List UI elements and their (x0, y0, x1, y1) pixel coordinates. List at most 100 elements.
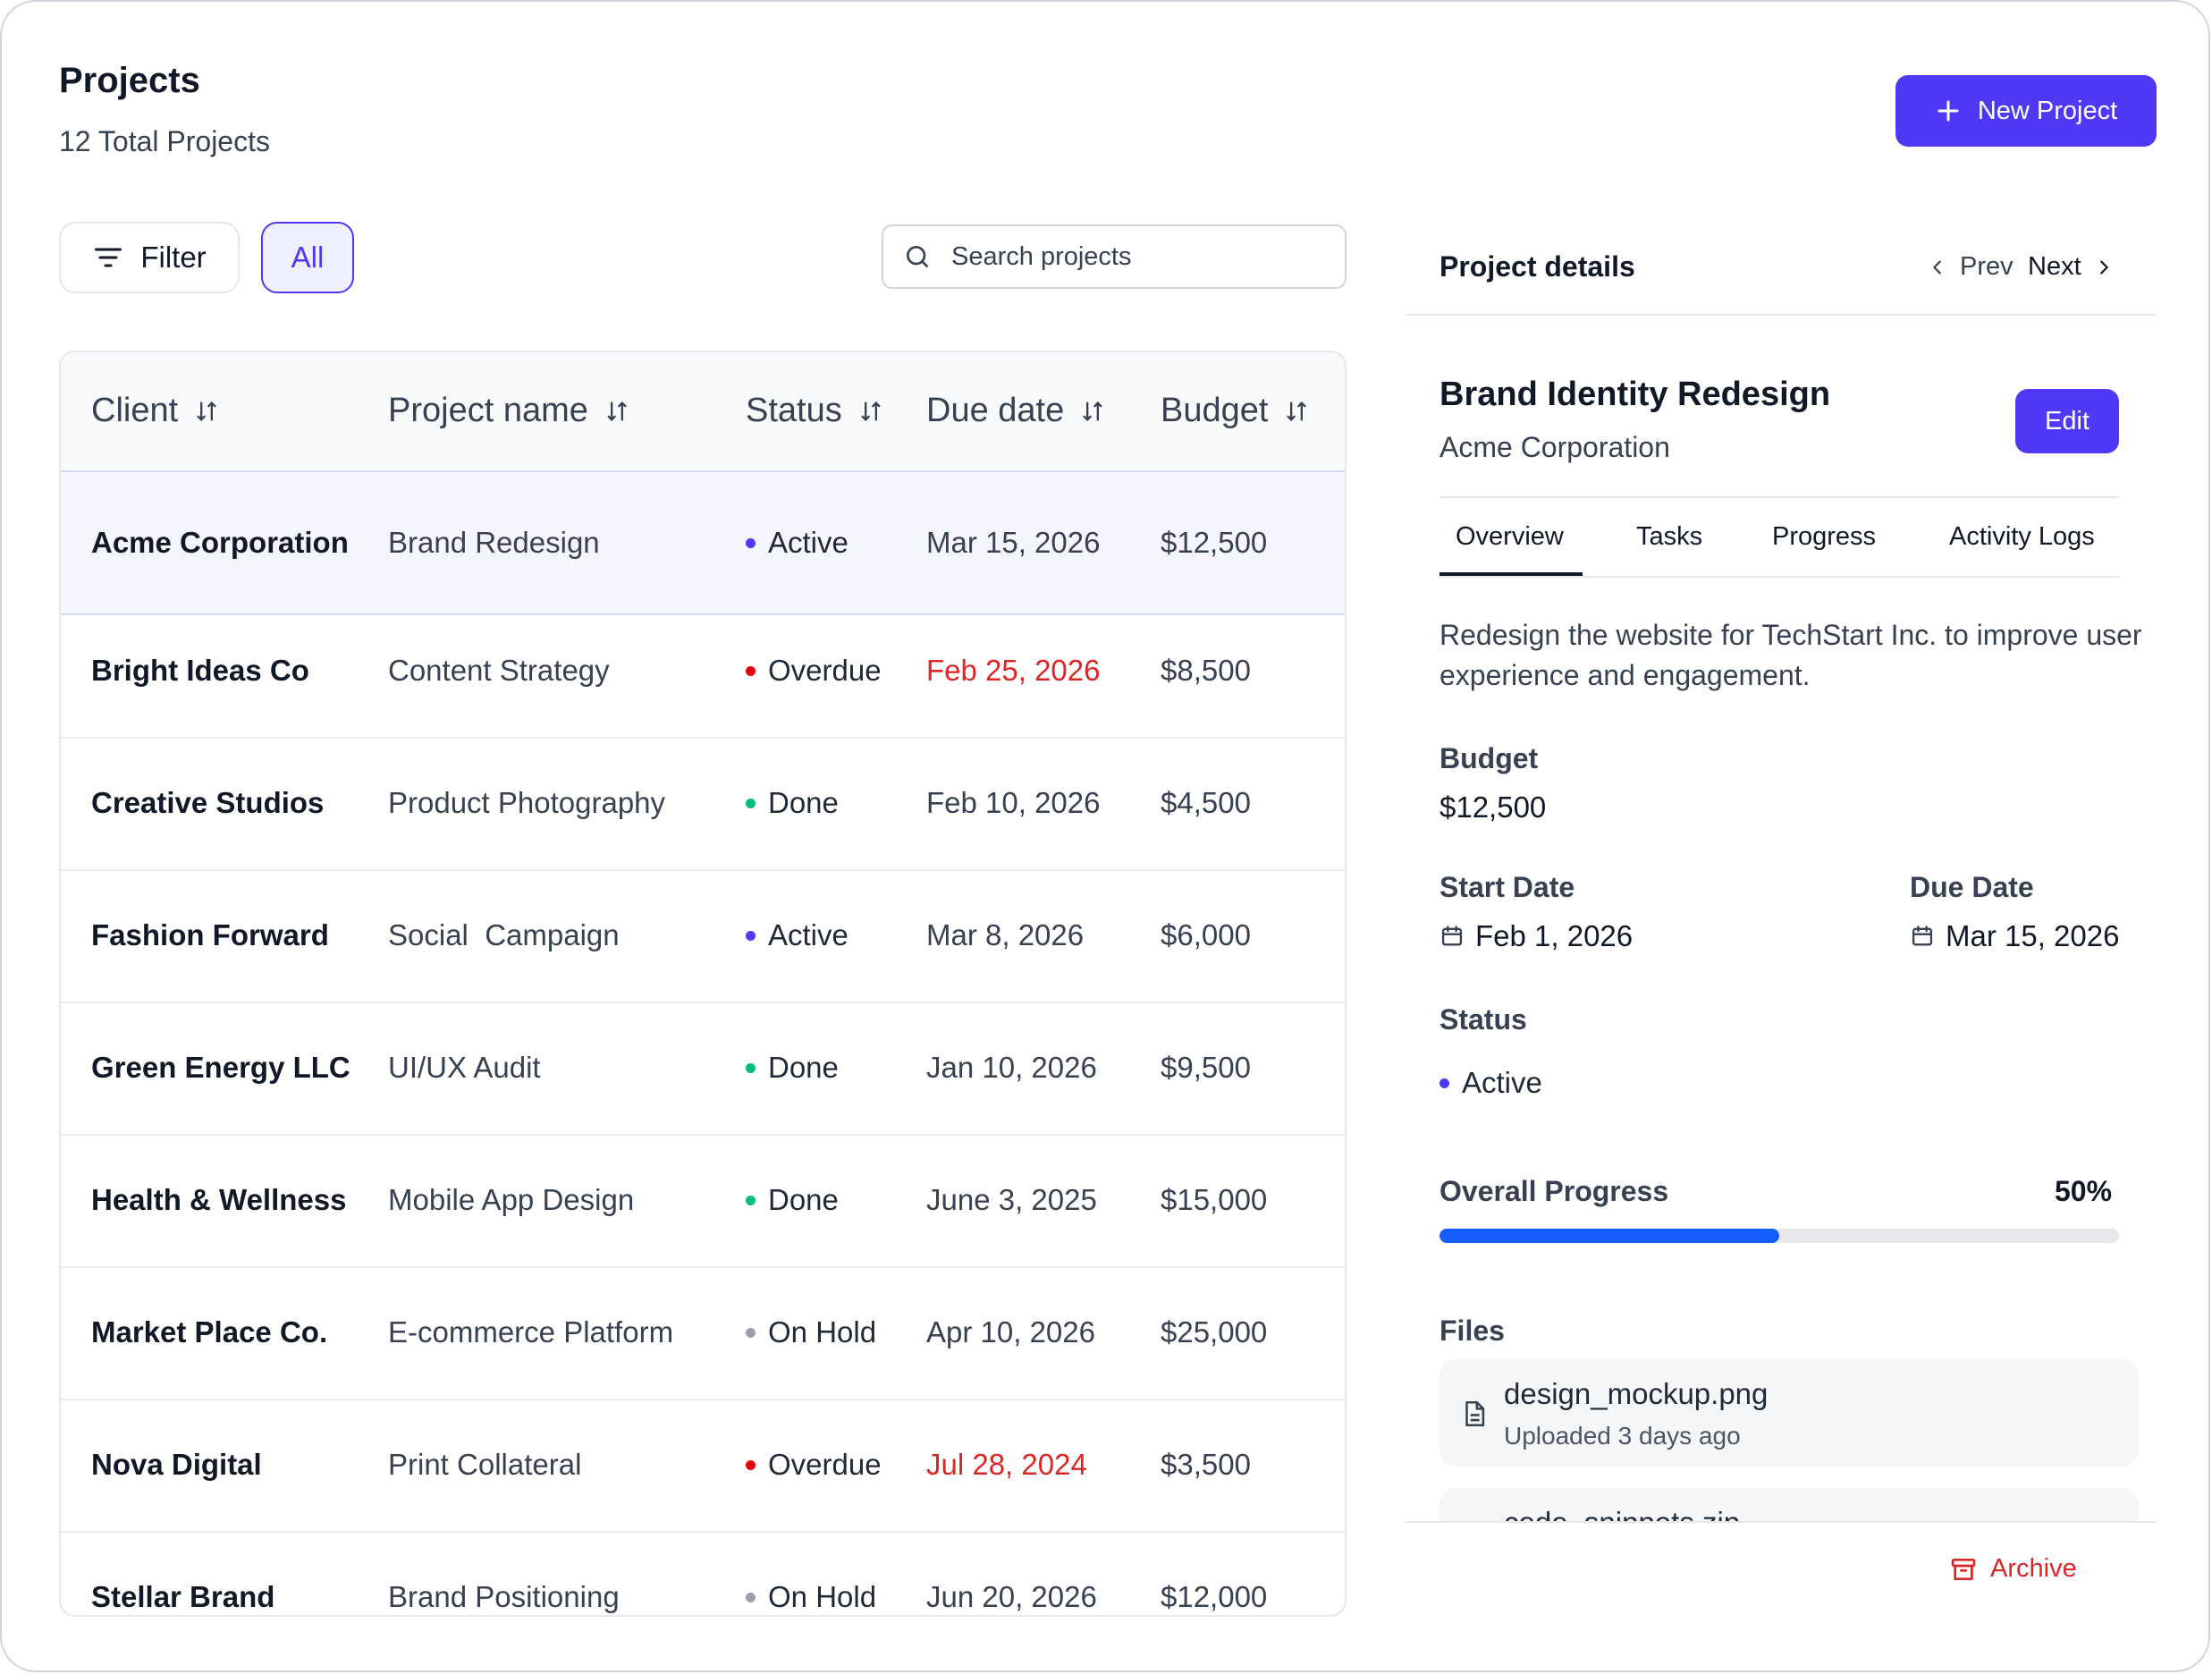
budget-cell: $6,000 (1161, 918, 1251, 951)
filter-icon (95, 248, 122, 267)
project-name-cell: Brand Positioning (388, 1580, 620, 1613)
status-dot (746, 1195, 756, 1205)
status-label: Status (1439, 1003, 1527, 1036)
client-cell: Bright Ideas Co (91, 654, 309, 687)
budget-cell: $15,000 (1161, 1183, 1268, 1216)
status-text: On Hold (768, 1315, 877, 1348)
column-budget[interactable]: Budget (1161, 392, 1309, 430)
status-cell: Overdue (746, 654, 882, 688)
sort-icon (861, 401, 881, 421)
calendar-icon (1441, 926, 1463, 946)
due-date-cell: Feb 10, 2026 (926, 786, 1101, 819)
table-row[interactable]: Fashion Forward Social Campaign Active Mar … (61, 869, 1345, 1003)
project-name-cell: Social Campaign (388, 918, 620, 951)
next-button[interactable]: Next (2028, 252, 2114, 282)
tab-overview[interactable]: Overview (1456, 522, 1564, 551)
table-row[interactable]: Bright Ideas Co Content Strategy Overdue Fe… (61, 604, 1345, 739)
status-cell: On Hold (746, 1580, 876, 1614)
status-text: Active (1462, 1066, 1542, 1099)
table-row[interactable]: Stellar Brand Brand Positioning On Hold Jun… (61, 1531, 1345, 1615)
progress-bar (1439, 1229, 2119, 1243)
budget-label: Budget (1439, 742, 1539, 774)
project-count: 12 Total Projects (59, 125, 270, 157)
project-name-cell: Print Collateral (388, 1448, 582, 1481)
status-text: Overdue (768, 654, 882, 687)
column-budget-label: Budget (1161, 392, 1269, 429)
column-status-label: Status (746, 392, 842, 429)
file-name: design_mockup.png (1504, 1377, 1769, 1410)
status-cell: Done (746, 1051, 839, 1085)
table-row[interactable]: Green Energy LLC UI/UX Audit Done Jan 10, 2… (61, 1002, 1345, 1136)
page-title: Projects (59, 61, 200, 100)
footer-divider (1406, 1521, 2157, 1523)
column-status[interactable]: Status (746, 392, 883, 430)
table-row[interactable]: Acme Corporation Brand Redesign Active Mar … (61, 470, 1345, 615)
next-label: Next (2028, 252, 2081, 281)
table-row[interactable]: Health & Wellness Mobile App Design Done Ju… (61, 1134, 1345, 1268)
status-dot (746, 1327, 756, 1338)
status-dot (746, 1459, 756, 1470)
project-name-cell: Product Photography (388, 786, 666, 819)
due-date-cell: Apr 10, 2026 (926, 1315, 1095, 1348)
start-date-value: Feb 1, 2026 (1439, 919, 1633, 953)
status-text: Active (768, 526, 848, 559)
tab-tasks[interactable]: Tasks (1636, 522, 1703, 551)
status-text: Done (768, 1183, 839, 1216)
active-tab-indicator (1439, 572, 1583, 576)
panel-footer (1406, 1522, 2192, 1670)
edit-button[interactable]: Edit (2015, 389, 2119, 453)
budget-cell: $3,500 (1161, 1448, 1251, 1481)
table-row[interactable]: Market Place Co. E-commerce Platform On Ho… (61, 1266, 1345, 1400)
budget-cell: $25,000 (1161, 1315, 1268, 1348)
status-text: On Hold (768, 1580, 877, 1613)
status-dot (746, 1592, 756, 1602)
project-name-cell: Mobile App Design (388, 1183, 635, 1216)
all-filter-chip[interactable]: All (261, 222, 354, 293)
sort-icon (607, 401, 627, 421)
status-dot (746, 665, 756, 676)
prev-button[interactable]: Prev (1928, 252, 2014, 282)
project-description: Redesign the website for TechStart Inc. … (1439, 619, 2142, 691)
budget-value-text: $12,500 (1439, 790, 1547, 824)
status-dot (1439, 1078, 1449, 1088)
calendar-icon (1912, 926, 1933, 946)
prev-label: Prev (1960, 252, 2014, 281)
start-date-label: Start Date (1439, 871, 1575, 903)
project-client: Acme Corporation (1439, 431, 1670, 463)
filter-button[interactable]: Filter (59, 222, 240, 293)
new-project-button[interactable]: New Project (1895, 75, 2157, 147)
project-name-cell: Brand Redesign (388, 526, 600, 559)
column-due-date-label: Due date (926, 392, 1065, 429)
budget-cell: $8,500 (1161, 654, 1251, 687)
due-date-cell: Feb 25, 2026 (926, 654, 1101, 687)
table-row[interactable]: Creative Studios Product Photography Done F… (61, 737, 1345, 871)
progress-percent: 50% (2055, 1175, 2113, 1207)
client-cell: Nova Digital (91, 1448, 262, 1481)
client-cell: Market Place Co. (91, 1315, 328, 1348)
new-project-label: New Project (1977, 96, 2118, 125)
tab-activity-logs[interactable]: Activity Logs (1949, 522, 2095, 551)
project-name-cell: UI/UX Audit (388, 1051, 541, 1084)
status-dot (746, 1062, 756, 1073)
panel-header-divider (1406, 314, 2157, 316)
column-due-date[interactable]: Due date (926, 392, 1105, 430)
project-title: Brand Identity Redesign (1439, 376, 1831, 413)
file-item[interactable]: design_mockup.png Uploaded 3 days ago (1439, 1359, 2139, 1467)
column-client[interactable]: Client (91, 392, 219, 430)
status-cell: Overdue (746, 1448, 882, 1482)
table-row[interactable]: Nova Digital Print Collateral Overdue Jul 2… (61, 1399, 1345, 1533)
column-project-name[interactable]: Project name (388, 392, 629, 430)
status-text: Overdue (768, 1448, 882, 1481)
status-badge: Active (1439, 1066, 1542, 1100)
search-input[interactable] (950, 241, 1311, 273)
tab-progress[interactable]: Progress (1772, 522, 1877, 551)
status-cell: Active (746, 918, 848, 952)
status-dot (746, 798, 756, 808)
client-cell: Green Energy LLC (91, 1051, 350, 1084)
tabs-bottom-divider (1439, 576, 2119, 578)
sort-icon (1287, 401, 1306, 421)
due-date-cell: Jun 20, 2026 (926, 1580, 1097, 1613)
tabs-top-divider (1439, 496, 2119, 498)
chevron-right-icon (2099, 259, 2108, 275)
archive-button[interactable]: Archive (1949, 1554, 2077, 1584)
